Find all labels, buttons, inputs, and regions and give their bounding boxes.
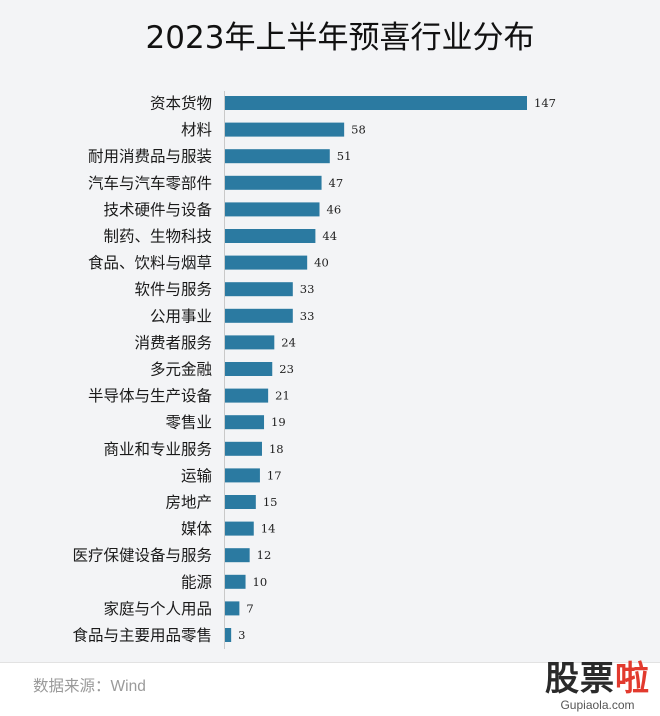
watermark-logo-text: 股票啦 [545, 660, 650, 698]
category-label-8: 软件与服务 [134, 281, 212, 299]
value-label-21: 3 [238, 628, 245, 642]
value-label-6: 44 [322, 229, 337, 243]
bar-4 [225, 175, 322, 190]
bar-15 [225, 468, 260, 483]
value-label-13: 19 [271, 415, 286, 429]
value-label-14: 18 [269, 442, 284, 456]
category-label-14: 商业和专业服务 [103, 440, 212, 458]
value-label-11: 23 [279, 362, 294, 376]
value-label-10: 24 [281, 335, 296, 349]
value-label-12: 21 [275, 389, 290, 403]
category-label-18: 医疗保健设备与服务 [72, 547, 212, 565]
data-source-note: 数据来源：Wind [33, 678, 146, 695]
watermark-logo: 股票啦 Gupiaola.com [545, 660, 650, 712]
category-label-3: 耐用消费品与服装 [88, 148, 212, 166]
value-label-3: 51 [337, 149, 352, 163]
category-label-5: 技术硬件与设备 [103, 201, 212, 219]
bar-8 [225, 282, 293, 297]
bar-12 [225, 388, 269, 403]
category-label-7: 食品、饮料与烟草 [88, 254, 212, 272]
bar-17 [225, 521, 254, 536]
value-label-4: 47 [329, 176, 344, 190]
value-label-8: 33 [300, 282, 315, 296]
bar-11 [225, 362, 273, 376]
category-label-15: 运输 [181, 467, 213, 485]
category-label-2: 材料 [181, 121, 212, 139]
bar-16 [225, 495, 256, 509]
chart-panel: 2023年上半年预喜行业分布 资本货物 147 材料 58 耐用消费品与服装 51 汽车与汽… [0, 0, 660, 663]
bar-6 [225, 229, 316, 243]
value-label-16: 15 [263, 495, 278, 509]
value-label-7: 40 [314, 256, 329, 270]
value-label-20: 7 [246, 601, 253, 615]
category-label-19: 能源 [181, 573, 212, 591]
value-label-17: 14 [261, 522, 276, 536]
category-label-16: 房地产 [165, 494, 212, 512]
value-label-15: 17 [267, 468, 282, 482]
watermark-logo-dark: 股票 [545, 659, 615, 699]
bar-9 [225, 308, 293, 323]
category-label-21: 食品与主要用品零售 [72, 627, 212, 645]
value-label-1: 147 [534, 96, 556, 110]
category-label-9: 公用事业 [150, 307, 212, 325]
category-label-11: 多元金融 [150, 361, 212, 379]
value-label-9: 33 [300, 309, 315, 323]
category-label-10: 消费者服务 [134, 334, 212, 352]
bar-7 [225, 255, 308, 270]
bar-5 [225, 202, 320, 217]
category-label-20: 家庭与个人用品 [103, 600, 212, 618]
bar-1 [225, 96, 527, 110]
value-label-18: 12 [257, 548, 272, 562]
chart-title: 2023年上半年预喜行业分布 [146, 20, 535, 56]
bar-3 [225, 149, 330, 164]
bar-19 [225, 574, 246, 589]
value-label-19: 10 [253, 575, 268, 589]
category-label-17: 媒体 [181, 520, 213, 538]
category-label-1: 资本货物 [150, 95, 212, 113]
bar-2 [225, 122, 345, 137]
category-label-4: 汽车与汽车零部件 [88, 174, 212, 192]
bar-18 [225, 548, 250, 563]
category-label-13: 零售业 [165, 414, 212, 432]
bar-10 [225, 335, 275, 350]
bar-21 [225, 628, 232, 642]
value-label-2: 58 [351, 123, 366, 137]
watermark-logo-red: 啦 [615, 659, 650, 699]
category-label-6: 制药、生物科技 [103, 228, 212, 246]
watermark-url: Gupiaola.com [560, 698, 635, 712]
bar-20 [225, 601, 240, 616]
category-label-12: 半导体与生产设备 [88, 387, 213, 405]
bar-13 [225, 415, 265, 430]
value-label-5: 46 [327, 202, 342, 216]
bar-14 [225, 441, 262, 456]
